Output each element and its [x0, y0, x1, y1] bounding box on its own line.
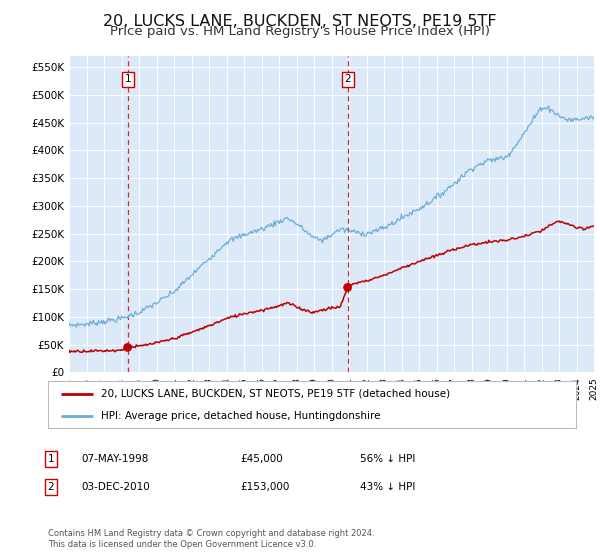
Text: 43% ↓ HPI: 43% ↓ HPI: [360, 482, 415, 492]
Text: 20, LUCKS LANE, BUCKDEN, ST NEOTS, PE19 5TF: 20, LUCKS LANE, BUCKDEN, ST NEOTS, PE19 …: [103, 14, 497, 29]
Text: 56% ↓ HPI: 56% ↓ HPI: [360, 454, 415, 464]
Text: 2: 2: [344, 74, 351, 85]
Text: £45,000: £45,000: [240, 454, 283, 464]
Text: 1: 1: [124, 74, 131, 85]
Text: 07-MAY-1998: 07-MAY-1998: [81, 454, 148, 464]
Point: [123, 343, 133, 352]
Text: 20, LUCKS LANE, BUCKDEN, ST NEOTS, PE19 5TF (detached house): 20, LUCKS LANE, BUCKDEN, ST NEOTS, PE19 …: [101, 389, 450, 399]
Text: 1: 1: [47, 454, 55, 464]
Point: [343, 283, 352, 292]
Text: 03-DEC-2010: 03-DEC-2010: [81, 482, 150, 492]
Text: £153,000: £153,000: [240, 482, 289, 492]
Text: Contains HM Land Registry data © Crown copyright and database right 2024.
This d: Contains HM Land Registry data © Crown c…: [48, 529, 374, 549]
Text: Price paid vs. HM Land Registry's House Price Index (HPI): Price paid vs. HM Land Registry's House …: [110, 25, 490, 38]
Text: 2: 2: [47, 482, 55, 492]
Text: HPI: Average price, detached house, Huntingdonshire: HPI: Average price, detached house, Hunt…: [101, 410, 380, 421]
